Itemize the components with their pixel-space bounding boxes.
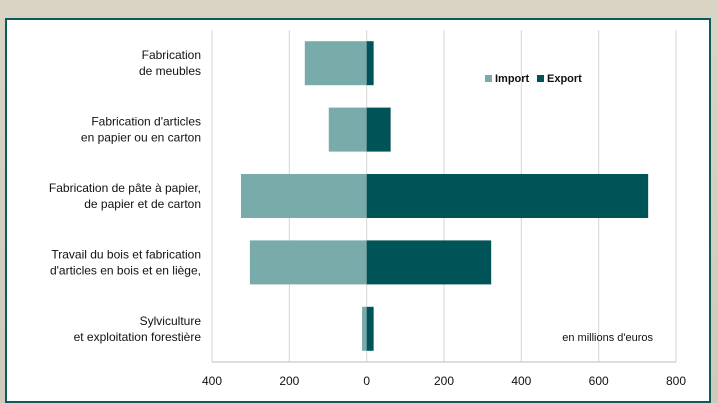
- x-tick-label-3: 200: [434, 374, 454, 388]
- bar-import-4: [362, 306, 367, 351]
- category-label-3: Travail du bois et fabrication d'articles…: [50, 247, 201, 277]
- x-tick-label-6: 800: [666, 374, 686, 388]
- x-tick-label-4: 400: [511, 374, 531, 388]
- bars: [241, 41, 649, 351]
- legend-label-import: Import: [495, 73, 530, 85]
- bar-import-3: [249, 240, 367, 285]
- category-labels: Fabrication de meubles Fabrication d'artic…: [49, 48, 201, 344]
- chart-panel: Fabrication de meubles Fabrication d'artic…: [5, 18, 711, 403]
- bar-export-0: [366, 41, 374, 86]
- bar-export-4: [366, 306, 374, 351]
- category-label-1: Fabrication d'articles en papier ou en ca…: [81, 115, 201, 145]
- category-label-2: Fabrication de pâte à papier, de papier e…: [49, 181, 201, 211]
- legend: Import Export: [485, 73, 582, 85]
- import-export-chart: Fabrication de meubles Fabrication d'artic…: [49, 30, 686, 388]
- x-tick-label-0: 400: [202, 374, 222, 388]
- x-tick-label-2: 0: [363, 374, 370, 388]
- category-label-0: Fabrication de meubles: [139, 48, 201, 78]
- bar-export-3: [366, 240, 492, 285]
- legend-swatch-import: [485, 75, 492, 82]
- category-label-4: Sylviculture et exploitation forestière: [74, 314, 202, 344]
- legend-swatch-export: [537, 75, 544, 82]
- x-tick-label-5: 600: [589, 374, 609, 388]
- bar-export-1: [366, 107, 391, 152]
- x-tick-labels: 400 200 0 200 400 600 800: [202, 374, 686, 388]
- x-tick-label-1: 200: [279, 374, 299, 388]
- bar-import-1: [328, 107, 367, 152]
- legend-label-export: Export: [547, 73, 582, 85]
- bar-import-2: [241, 174, 367, 218]
- bar-import-0: [304, 41, 367, 86]
- bar-export-2: [366, 174, 649, 218]
- unit-note: en millions d'euros: [562, 332, 653, 344]
